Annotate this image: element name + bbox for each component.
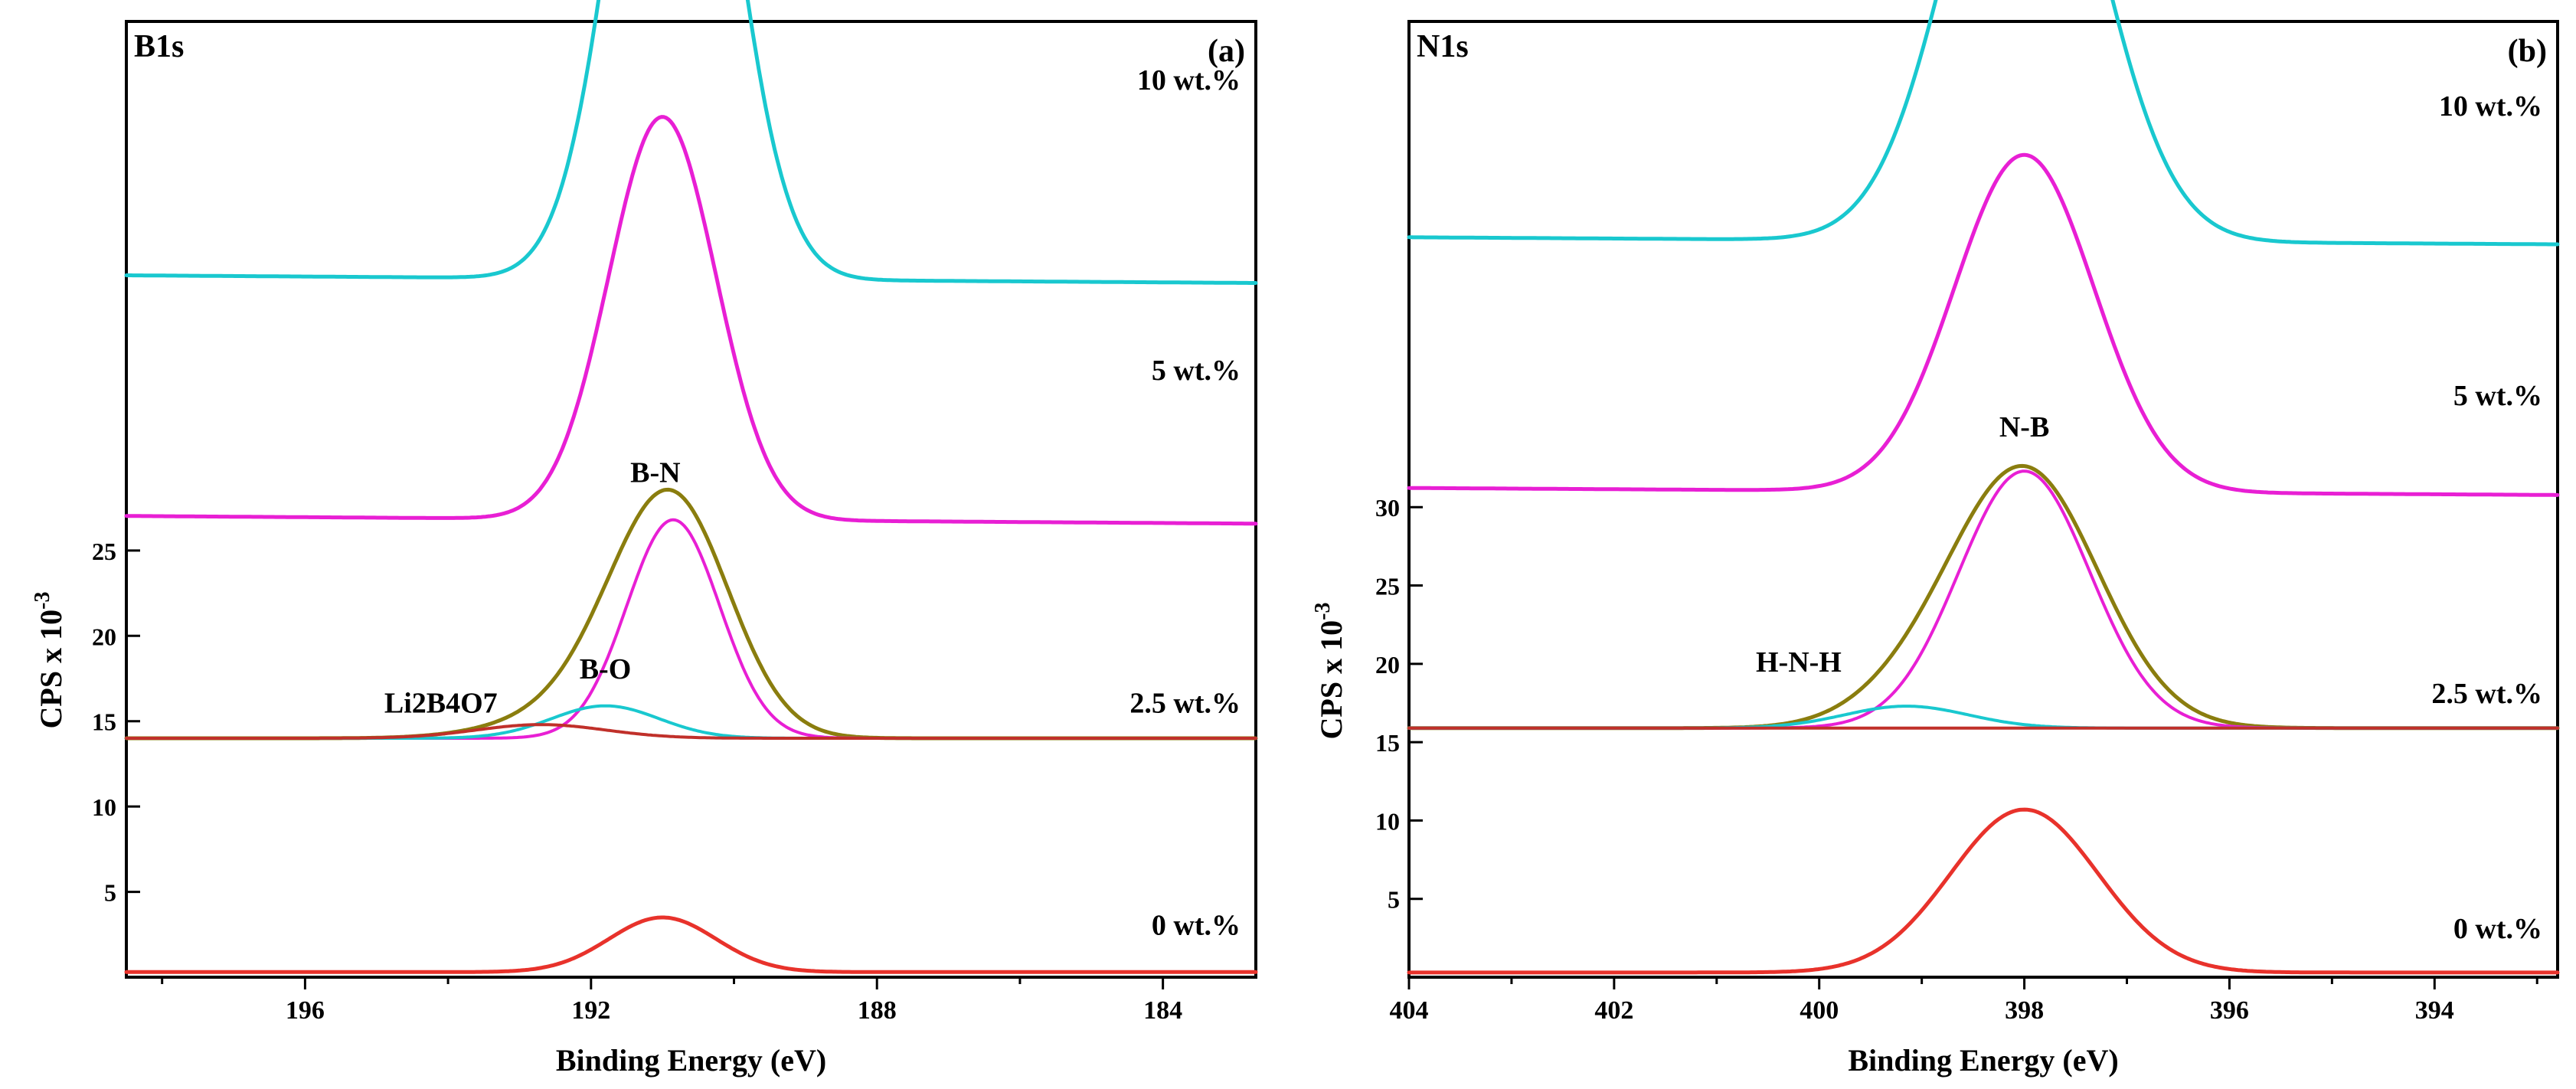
panel-title: B1s xyxy=(134,29,184,64)
series-line-b-o xyxy=(125,704,1257,740)
y-axis-label: CPS x 10-3 xyxy=(31,592,68,729)
y-tick-label: 5 xyxy=(1388,886,1400,914)
panel-label: (a) xyxy=(1208,34,1245,69)
plot-frame xyxy=(1407,20,2559,979)
peak-label: N-B xyxy=(1999,411,2049,443)
y-tick-label: 30 xyxy=(1375,494,1400,522)
series-line-0-wt xyxy=(124,915,1258,974)
y-tick-label: 25 xyxy=(1375,573,1400,600)
series-line-n-b xyxy=(1407,469,2559,730)
series-line-5-wt xyxy=(1407,152,2560,497)
y-axis-label-exponent: -3 xyxy=(1311,603,1335,620)
curve-label: 0 wt.% xyxy=(1152,909,1241,941)
series-line-2-5-wt-envelope xyxy=(1407,463,2560,731)
y-tick-label: 25 xyxy=(92,538,116,565)
y-axis-label-exponent: -3 xyxy=(31,592,54,610)
y-axis-label: CPS x 10-3 xyxy=(1311,603,1348,740)
y-tick-label: 5 xyxy=(104,879,116,907)
panel-title: N1s xyxy=(1417,29,1469,64)
panel-label: (b) xyxy=(2508,34,2547,69)
x-tick-label: 184 xyxy=(1143,996,1182,1025)
plot-frame xyxy=(125,20,1257,979)
curve-label: 2.5 wt.% xyxy=(2431,678,2542,710)
series-line-0-wt xyxy=(1407,807,2560,975)
x-tick-label: 196 xyxy=(286,996,325,1025)
x-tick-label: 404 xyxy=(1390,996,1429,1025)
x-axis-label: Binding Energy (eV) xyxy=(556,1043,826,1078)
x-tick-label: 398 xyxy=(2005,996,2044,1025)
series-line-10-wt xyxy=(124,0,1258,285)
series-line-10-wt xyxy=(1407,0,2560,247)
peak-label: H-N-H xyxy=(1756,646,1842,679)
peak-label: B-N xyxy=(630,457,680,489)
curve-label: 0 wt.% xyxy=(2453,913,2542,945)
x-tick-label: 396 xyxy=(2210,996,2249,1025)
y-axis-label-text: CPS x 10 xyxy=(1314,620,1348,740)
peak-label: B-O xyxy=(580,653,632,685)
series-line-5-wt xyxy=(124,115,1258,526)
x-axis-label: Binding Energy (eV) xyxy=(1848,1043,2118,1078)
y-tick-label: 15 xyxy=(1375,729,1400,757)
series-line-li2b4o7 xyxy=(125,723,1257,740)
y-tick-label: 15 xyxy=(92,708,116,736)
y-tick-label: 20 xyxy=(92,623,116,650)
series-line-2-5-wt-envelope xyxy=(124,487,1258,741)
x-tick-label: 400 xyxy=(1800,996,1839,1025)
x-tick-label: 188 xyxy=(858,996,897,1025)
y-axis-label-text: CPS x 10 xyxy=(34,610,68,729)
curve-label: 10 wt.% xyxy=(1137,64,1241,96)
chart-panel-b: 404 402 400 398 396 394 5 10 15 20 25 30 10 wt.% 5 wt… xyxy=(1311,0,2560,1078)
y-tick-label: 20 xyxy=(1375,651,1400,679)
curve-label: 5 wt.% xyxy=(1152,355,1241,387)
series-line-h-n-h xyxy=(1407,705,2559,730)
x-tick-label: 192 xyxy=(571,996,610,1025)
chart-panel-a: 196 192 188 184 5 10 15 20 25 10 wt.% 5 wt.% 2.5 wt… xyxy=(31,0,1258,1078)
y-tick-label: 10 xyxy=(92,793,116,821)
curve-label: 10 wt.% xyxy=(2439,90,2542,123)
peak-label: Li2B4O7 xyxy=(384,688,498,720)
series-line-b-n xyxy=(125,518,1257,740)
x-tick-label: 402 xyxy=(1594,996,1633,1025)
y-tick-label: 10 xyxy=(1375,807,1400,835)
curve-label: 2.5 wt.% xyxy=(1129,688,1241,720)
x-tick-label: 394 xyxy=(2415,996,2454,1025)
curve-label: 5 wt.% xyxy=(2453,380,2542,412)
